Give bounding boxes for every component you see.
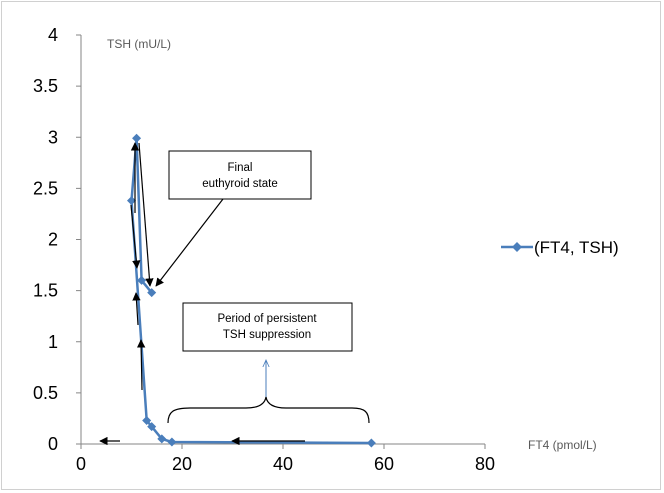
y-tick-group: 0 0.5 1 1.5 2 2.5 3 3.5 4 (33, 25, 81, 454)
y-tick-label: 2.5 (33, 178, 58, 198)
callout-box (168, 150, 312, 200)
series-layer (127, 133, 376, 448)
callout-line: Period of persistent (217, 313, 317, 325)
trajectory-arrows (99, 142, 305, 446)
callout-final-euthyroid: Final euthyroid state (155, 150, 312, 287)
data-point-marker (147, 422, 157, 432)
x-tick-label: 0 (76, 454, 86, 474)
callout-tsh-suppression: Period of persistent TSH suppression (167, 302, 370, 424)
legend-swatch-marker (512, 242, 522, 252)
x-axis-title: FT4 (pmol/L) (528, 438, 597, 452)
trajectory-arrow (138, 142, 154, 287)
y-tick-label: 0.5 (33, 383, 58, 403)
y-tick-label: 2 (48, 230, 58, 250)
y-axis-title: TSH (mU/L) (107, 37, 171, 51)
callout-line: euthyroid state (202, 178, 277, 190)
data-point-marker (366, 438, 376, 448)
callout-line: TSH suppression (223, 329, 311, 341)
x-tick-label: 20 (172, 454, 192, 474)
callout-pointer (155, 198, 224, 287)
x-tick-label: 60 (374, 454, 394, 474)
y-tick-label: 1.5 (33, 281, 58, 301)
legend-label: (FT4, TSH) (534, 238, 619, 257)
y-tick-label: 3.5 (33, 76, 58, 96)
data-point-marker (137, 275, 147, 285)
trajectory-arrow (136, 339, 146, 391)
x-tick-label: 40 (273, 454, 293, 474)
callout-line: Final (228, 162, 253, 174)
curly-brace (167, 396, 370, 424)
data-point-marker (142, 415, 152, 425)
y-tick-label: 4 (48, 25, 58, 45)
trajectory-arrow (132, 292, 141, 326)
data-point-marker (132, 133, 142, 143)
y-tick-label: 3 (48, 127, 58, 147)
data-point-marker (157, 434, 167, 444)
legend: (FT4, TSH) (501, 238, 619, 257)
data-point-marker (127, 196, 136, 206)
trajectory-arrow (130, 204, 141, 269)
data-point-marker (147, 288, 157, 298)
y-tick-label: 0 (48, 434, 58, 454)
x-tick-group: 0 20 40 60 80 (76, 444, 495, 474)
y-tick-label: 1 (48, 332, 58, 352)
data-point-marker (167, 437, 177, 447)
callout-box (182, 302, 353, 352)
x-tick-label: 80 (475, 454, 495, 474)
